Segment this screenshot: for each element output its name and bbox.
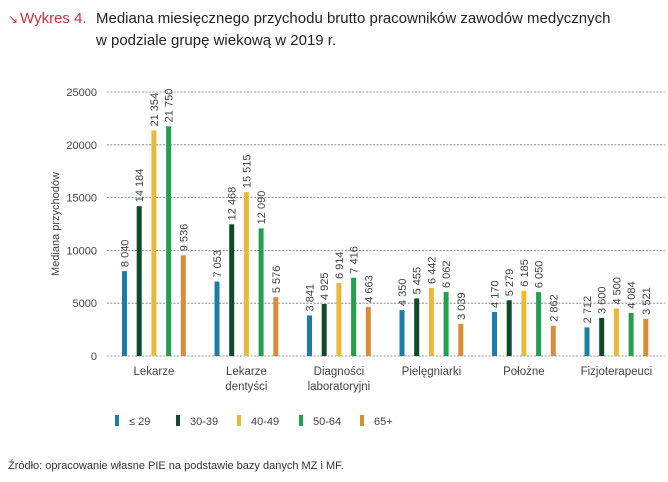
legend-label: 30-39 (190, 416, 218, 428)
y-tick-label: 25000 (66, 87, 97, 99)
data-label: 3 521 (641, 287, 653, 315)
bar (243, 192, 249, 356)
bar (229, 224, 235, 356)
legend-swatch (360, 415, 364, 426)
bar (628, 312, 634, 356)
title-line-1: Mediana miesięcznego przychodu brutto pr… (96, 10, 611, 27)
category-label: Fizjoterapeuci (581, 366, 653, 378)
bar (643, 318, 649, 356)
y-tick-label: 10000 (66, 245, 97, 257)
data-label: 21 354 (149, 93, 161, 127)
bar (321, 303, 327, 356)
category-label: laboratoryjni (308, 381, 371, 393)
bar (180, 255, 186, 356)
legend-label: ≤ 29 (129, 416, 150, 428)
data-label: 6 442 (426, 256, 438, 284)
bar (214, 281, 220, 356)
data-label: 4 500 (611, 277, 623, 305)
bar (458, 323, 464, 356)
data-label: 5 455 (412, 267, 424, 295)
data-label: 15 515 (241, 155, 253, 189)
legend-swatch (115, 415, 119, 426)
bar (428, 287, 434, 356)
source-note: Źródło: opracowanie własne PIE na podsta… (8, 460, 344, 472)
y-tick-label: 15000 (66, 193, 97, 205)
y-axis-title: Mediana przychodów (50, 172, 62, 276)
bar (258, 228, 264, 356)
bar (365, 306, 371, 356)
data-label: 21 750 (164, 89, 176, 123)
bar (336, 282, 342, 356)
data-label: 4 663 (363, 275, 375, 303)
data-label: 4 350 (397, 279, 409, 307)
data-label: 6 914 (334, 251, 346, 279)
data-label: 6 050 (534, 261, 546, 289)
legend-label: 65+ (374, 416, 393, 428)
chart-title: ↘ Wykres 4. Mediana miesięcznego przychodu… (8, 8, 610, 52)
bar (506, 300, 512, 356)
arrow-down-right-icon: ↘ (8, 12, 19, 26)
bar (599, 317, 605, 356)
legend-label: 50-64 (313, 416, 341, 428)
y-tick-label: 5000 (73, 298, 97, 310)
bar (166, 126, 172, 356)
bar (122, 271, 127, 356)
data-label: 7 416 (349, 246, 361, 274)
figure-label: ↘ Wykres 4. (8, 8, 96, 30)
bar (613, 308, 619, 356)
data-label: 8 040 (120, 240, 132, 268)
data-label: 7 053 (212, 250, 224, 278)
data-label: 4 925 (319, 272, 331, 300)
bar (136, 206, 142, 356)
bar (399, 310, 405, 356)
data-label: 2 712 (582, 296, 594, 324)
bar (273, 297, 279, 356)
data-label: 3 600 (597, 286, 609, 314)
data-label: 5 576 (271, 266, 283, 294)
category-label: Diagności (314, 366, 365, 378)
bar (351, 277, 357, 356)
bar (414, 298, 420, 356)
category-label: Pielęgniarki (402, 366, 461, 378)
data-label: 9 536 (178, 224, 190, 252)
bar (492, 311, 497, 356)
bar (536, 292, 542, 356)
legend-swatch (299, 415, 303, 426)
data-label: 12 090 (256, 191, 268, 225)
data-label: 12 468 (227, 187, 239, 221)
category-label: Lekarze (226, 366, 267, 378)
data-label: 4 170 (490, 280, 502, 308)
data-label: 5 279 (504, 269, 516, 297)
category-label: Lekarze (133, 366, 174, 378)
title-line-2: w podziale grupę wiekową w 2019 r. (96, 32, 337, 49)
bar (584, 327, 590, 356)
data-label: 4 084 (626, 281, 638, 309)
data-label: 6 062 (441, 260, 453, 288)
bar (521, 290, 527, 356)
y-tick-label: 20000 (66, 140, 97, 152)
legend-label: 40-49 (251, 416, 279, 428)
bar (307, 315, 312, 356)
data-label: 3 039 (456, 292, 468, 320)
data-label: 6 185 (519, 259, 531, 287)
data-label: 14 184 (134, 169, 146, 203)
category-label: dentyści (225, 381, 267, 393)
legend-swatch (237, 415, 241, 426)
bar (151, 130, 157, 356)
category-label: Położne (503, 366, 545, 378)
bar (443, 291, 449, 356)
bar (550, 325, 556, 356)
figure-number: Wykres 4. (20, 10, 87, 27)
y-tick-label: 0 (91, 351, 97, 363)
data-label: 2 862 (548, 294, 560, 322)
data-label: 3 841 (305, 284, 317, 312)
legend-swatch (176, 415, 180, 426)
